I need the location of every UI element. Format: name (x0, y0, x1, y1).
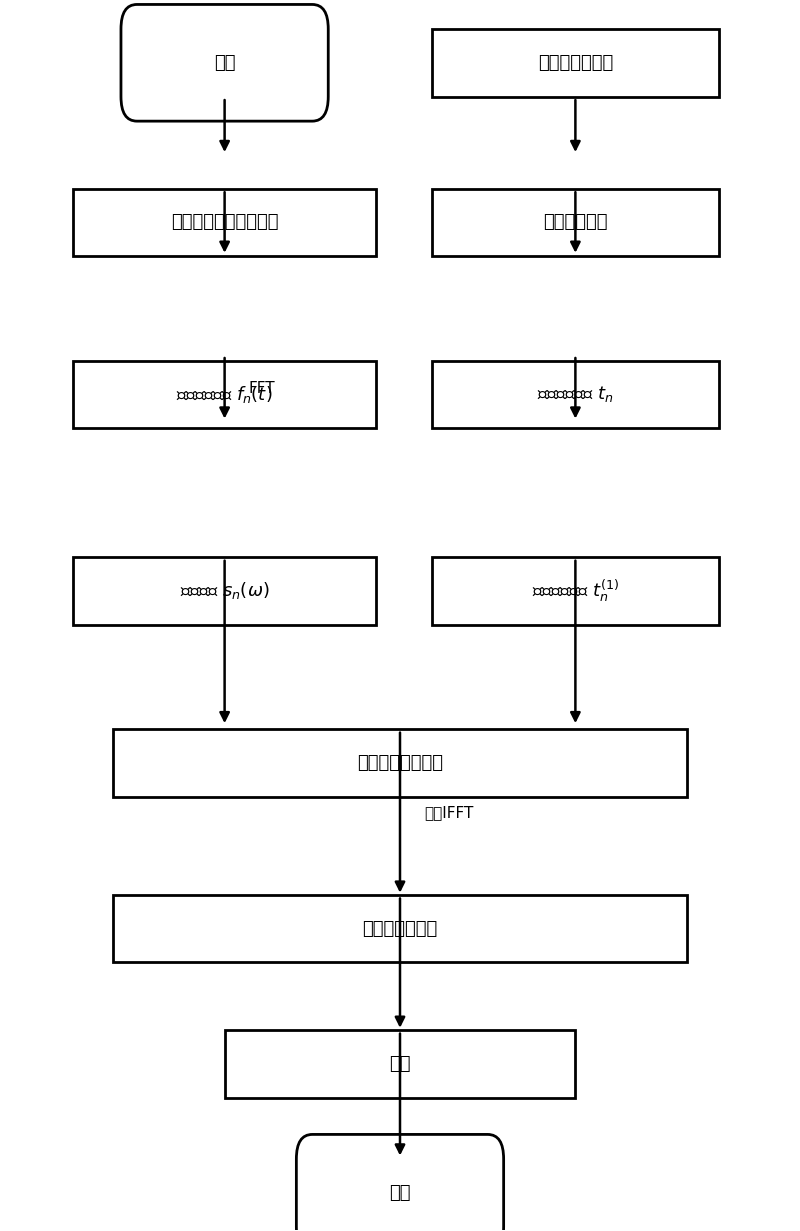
FancyBboxPatch shape (73, 361, 376, 428)
FancyBboxPatch shape (432, 30, 719, 96)
Text: 构造目标函数: 构造目标函数 (543, 213, 608, 231)
FancyBboxPatch shape (121, 5, 328, 121)
FancyBboxPatch shape (113, 895, 687, 963)
Text: FFT: FFT (249, 380, 275, 396)
Text: 频域信号 $s_n(\omega)$: 频域信号 $s_n(\omega)$ (180, 581, 270, 602)
Text: 成像: 成像 (390, 1055, 410, 1072)
Text: 开始: 开始 (214, 54, 235, 71)
Text: 换能器阵列的导波实验: 换能器阵列的导波实验 (171, 213, 278, 231)
Text: 空间各点的幅值: 空间各点的幅值 (362, 920, 438, 938)
FancyBboxPatch shape (113, 729, 687, 796)
Text: 采集时域信号 $f_n(t)$: 采集时域信号 $f_n(t)$ (176, 384, 273, 405)
Text: 相位因子初始化: 相位因子初始化 (538, 54, 613, 71)
FancyBboxPatch shape (225, 1030, 575, 1098)
FancyBboxPatch shape (296, 1135, 504, 1231)
Text: 空间IFFT: 空间IFFT (424, 805, 474, 820)
FancyBboxPatch shape (432, 188, 719, 256)
Text: 结束: 结束 (390, 1184, 410, 1201)
Text: 最佳相位因子 $t_n^{(1)}$: 最佳相位因子 $t_n^{(1)}$ (532, 577, 619, 604)
FancyBboxPatch shape (432, 558, 719, 624)
FancyBboxPatch shape (432, 361, 719, 428)
FancyBboxPatch shape (73, 188, 376, 256)
FancyBboxPatch shape (73, 558, 376, 624)
Text: 反射体的回波信号: 反射体的回波信号 (357, 753, 443, 772)
Text: 优化相位因子 $t_n$: 优化相位因子 $t_n$ (538, 384, 614, 405)
